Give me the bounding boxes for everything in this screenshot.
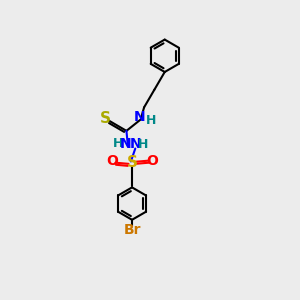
Text: O: O (106, 154, 118, 169)
Text: N: N (134, 110, 146, 124)
Text: Br: Br (123, 223, 141, 237)
Text: N: N (130, 137, 141, 151)
Text: H: H (113, 137, 124, 150)
Text: S: S (127, 155, 137, 170)
Text: O: O (147, 154, 159, 169)
Text: H: H (146, 114, 156, 127)
Text: S: S (100, 111, 111, 126)
Text: H: H (138, 139, 148, 152)
Text: N: N (120, 137, 131, 151)
